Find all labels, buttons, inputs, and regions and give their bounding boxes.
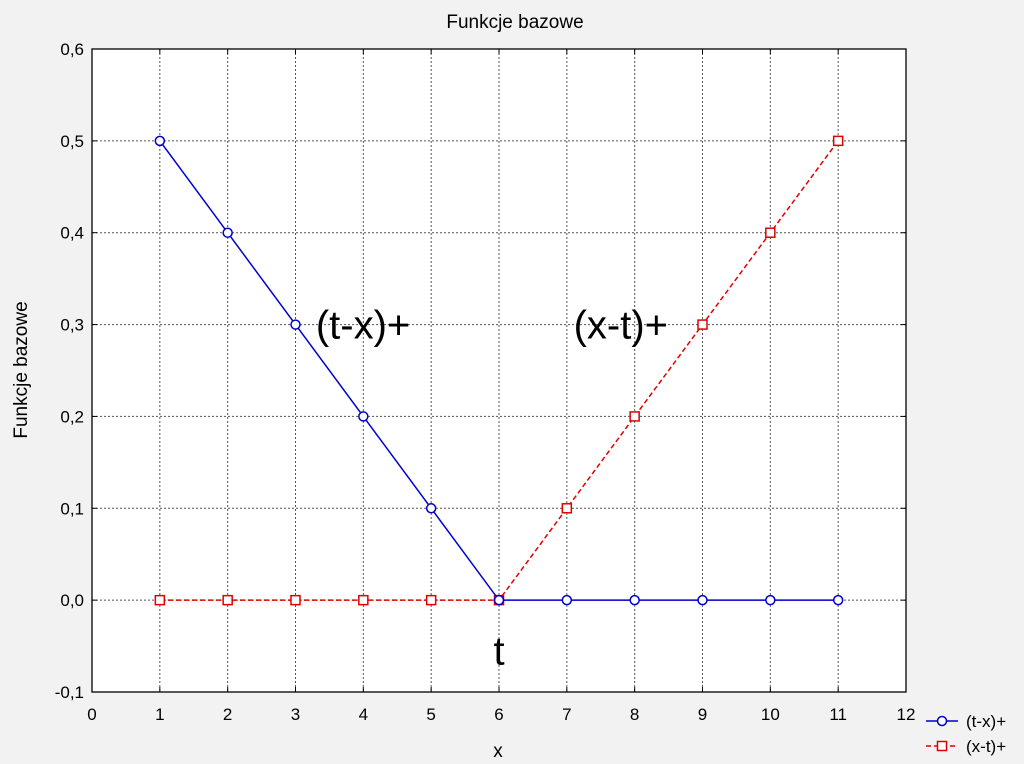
data-point xyxy=(222,227,233,238)
y-tick-label: 0,4 xyxy=(60,224,84,243)
data-point xyxy=(290,594,301,606)
data-point xyxy=(561,503,573,514)
data-point xyxy=(425,594,437,606)
x-tick-label: 2 xyxy=(223,705,232,724)
y-tick-label: 0,6 xyxy=(60,40,84,59)
data-point xyxy=(629,411,640,422)
y-tick-label: 0,2 xyxy=(60,407,84,426)
x-tick-label: 9 xyxy=(698,705,707,724)
data-point xyxy=(697,319,708,330)
data-point xyxy=(832,594,844,606)
x-tick-label: 8 xyxy=(630,705,639,724)
legend-item: (x-t)+ xyxy=(926,737,1006,756)
y-tick-label: 0,1 xyxy=(60,499,84,518)
x-tick-label: 4 xyxy=(359,705,368,724)
data-point xyxy=(290,319,301,330)
x-tick-label: 5 xyxy=(426,705,435,724)
x-tick-label: 3 xyxy=(291,705,300,724)
x-tick-label: 12 xyxy=(897,705,916,724)
data-point xyxy=(222,594,233,606)
legend-label: (t-x)+ xyxy=(966,712,1006,731)
data-point xyxy=(358,411,369,422)
legend-marker xyxy=(936,715,948,727)
data-point xyxy=(697,594,708,606)
x-tick-label: 10 xyxy=(761,705,780,724)
annotation: t xyxy=(493,630,504,674)
data-point xyxy=(493,594,505,606)
x-axis-label: x xyxy=(493,741,503,762)
y-tick-label: -0,1 xyxy=(55,683,84,702)
series-tx xyxy=(154,135,844,606)
legend-marker xyxy=(936,740,948,752)
x-tick-label: 1 xyxy=(155,705,164,724)
annotations: (t-x)+ (x-t)+ t xyxy=(316,304,668,674)
data-point xyxy=(358,594,369,606)
y-tick-label: 0,0 xyxy=(60,591,84,610)
legend-item: (t-x)+ xyxy=(926,712,1006,731)
y-tick-label: 0,3 xyxy=(60,316,84,335)
annotation: (x-t)+ xyxy=(574,304,668,348)
data-point xyxy=(765,594,776,606)
data-point xyxy=(765,227,776,238)
data-point xyxy=(154,594,166,606)
x-tick-label: 7 xyxy=(562,705,571,724)
data-point xyxy=(561,594,573,606)
y-tick-label: 0,5 xyxy=(60,132,84,151)
data-point xyxy=(154,135,166,147)
axis-ticks: 0 1 2 3 4 5 6 7 8 9 10 11 12-0,10,00,10,20,30,40,50,… xyxy=(55,40,916,724)
data-point xyxy=(629,594,640,606)
x-tick-label: 6 xyxy=(494,705,503,724)
x-tick-label: 11 xyxy=(829,705,847,724)
legend-label: (x-t)+ xyxy=(966,737,1006,756)
grid xyxy=(92,49,906,692)
legend: (t-x)+ (x-t)+ xyxy=(926,712,1006,756)
x-tick-label: 0 xyxy=(87,705,96,724)
series-layer xyxy=(154,135,844,606)
chart-title: Funkcje bazowe xyxy=(446,12,583,33)
data-point xyxy=(425,503,437,514)
annotation: (t-x)+ xyxy=(316,304,410,348)
y-axis-label: Funkcje bazowe xyxy=(11,301,32,438)
data-point xyxy=(832,135,844,147)
